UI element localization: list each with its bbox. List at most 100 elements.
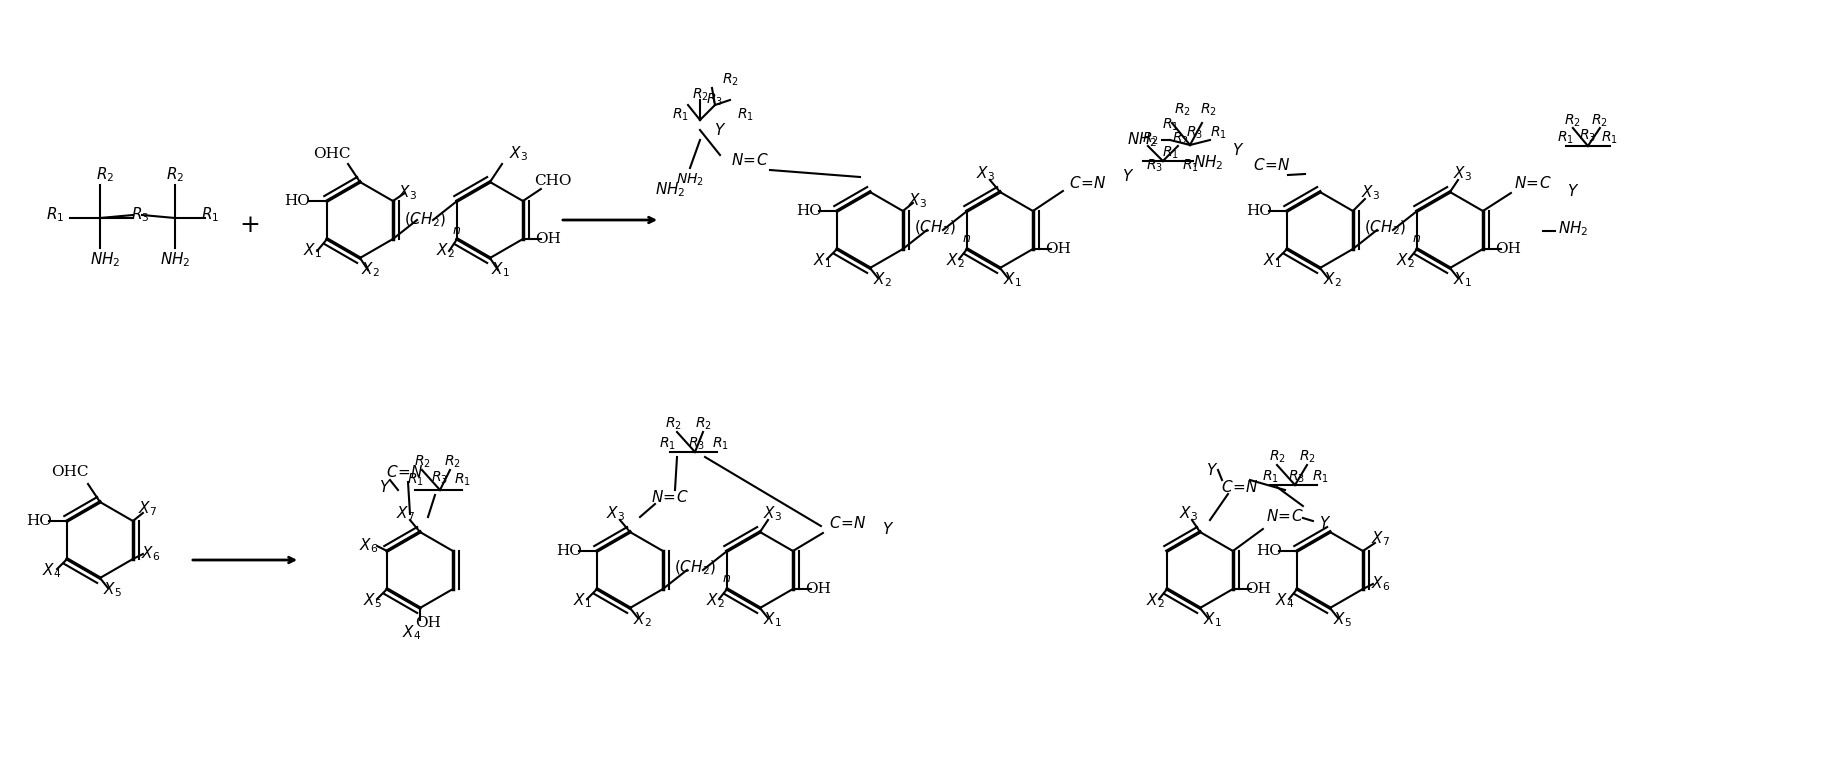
- Text: $X_7$: $X_7$: [396, 505, 415, 523]
- Text: OH: OH: [805, 582, 831, 596]
- Text: $X_1$: $X_1$: [1203, 611, 1222, 630]
- Text: $R_2$: $R_2$: [413, 454, 431, 471]
- Text: OH: OH: [1495, 242, 1520, 256]
- Text: $R_2$: $R_2$: [1143, 131, 1159, 147]
- Text: $NH_2$: $NH_2$: [90, 251, 120, 269]
- Text: $X_3$: $X_3$: [509, 145, 527, 164]
- Text: $X_2$: $X_2$: [1323, 271, 1342, 290]
- Text: $X_2$: $X_2$: [435, 242, 455, 261]
- Text: OH: OH: [1246, 582, 1272, 596]
- Text: $C\!=\!N$: $C\!=\!N$: [387, 464, 424, 480]
- Text: $X_3$: $X_3$: [1178, 505, 1198, 523]
- Text: $R_2$: $R_2$: [1172, 131, 1189, 147]
- Text: $C\!=\!N$: $C\!=\!N$: [829, 515, 866, 531]
- Text: $(CH_2)$: $(CH_2)$: [914, 218, 957, 237]
- Text: $R_2$: $R_2$: [1565, 113, 1581, 129]
- Text: $R_2$: $R_2$: [1299, 449, 1316, 465]
- Text: $X_6$: $X_6$: [142, 545, 160, 563]
- Text: $R_2$: $R_2$: [722, 72, 739, 88]
- Text: $X_3$: $X_3$: [398, 184, 417, 202]
- Text: $X_1$: $X_1$: [813, 251, 831, 270]
- Text: $X_1$: $X_1$: [763, 611, 781, 630]
- Text: $R_1$: $R_1$: [46, 206, 65, 225]
- Text: $X_1$: $X_1$: [490, 261, 509, 280]
- Text: $X_3$: $X_3$: [606, 505, 625, 523]
- Text: $R_2$: $R_2$: [695, 416, 711, 432]
- Text: $R_1$: $R_1$: [1602, 130, 1618, 146]
- Text: $X_2$: $X_2$: [1146, 592, 1165, 611]
- Text: $R_2$: $R_2$: [166, 166, 184, 184]
- Text: $Y$: $Y$: [380, 479, 391, 495]
- Text: $X_4$: $X_4$: [1275, 592, 1294, 611]
- Text: $C\!=\!N$: $C\!=\!N$: [1069, 175, 1106, 191]
- Text: $X_1$: $X_1$: [1003, 271, 1021, 290]
- Text: $N\!=\!C$: $N\!=\!C$: [1266, 508, 1303, 524]
- Text: $R_2$: $R_2$: [1268, 449, 1285, 465]
- Text: $R_2$: $R_2$: [1592, 113, 1609, 129]
- Text: $N\!=\!C$: $N\!=\!C$: [732, 152, 769, 168]
- Text: $R_1$: $R_1$: [1183, 158, 1200, 174]
- Text: $R_2$: $R_2$: [1174, 102, 1191, 118]
- Text: $R_1$: $R_1$: [1209, 124, 1226, 141]
- Text: $X_2$: $X_2$: [1395, 251, 1414, 270]
- Text: $R_1$: $R_1$: [711, 436, 728, 453]
- Text: $X_2$: $X_2$: [632, 611, 651, 630]
- Text: $NH_2$: $NH_2$: [676, 171, 704, 188]
- Text: $Y$: $Y$: [1122, 168, 1133, 184]
- Text: $X_7$: $X_7$: [1371, 529, 1390, 548]
- Text: $X_3$: $X_3$: [909, 192, 927, 211]
- Text: $R_2$: $R_2$: [444, 454, 461, 471]
- Text: $X_3$: $X_3$: [1362, 184, 1380, 202]
- Text: $N\!=\!C$: $N\!=\!C$: [1513, 175, 1552, 191]
- Text: $n$: $n$: [1412, 232, 1421, 244]
- Text: $Y$: $Y$: [881, 521, 894, 537]
- Text: $R_1$: $R_1$: [201, 206, 219, 225]
- Text: OH: OH: [534, 232, 560, 246]
- Text: $R_3$: $R_3$: [689, 436, 706, 453]
- Text: $R_2$: $R_2$: [691, 87, 708, 103]
- Text: $R_1$: $R_1$: [1161, 117, 1178, 133]
- Text: $Y$: $Y$: [713, 122, 726, 138]
- Text: $X_6$: $X_6$: [359, 536, 378, 555]
- Text: HO: HO: [1257, 544, 1283, 558]
- Text: $X_4$: $X_4$: [402, 623, 422, 642]
- Text: $X_2$: $X_2$: [706, 592, 724, 611]
- Text: $R_1$: $R_1$: [658, 436, 675, 453]
- Text: $X_5$: $X_5$: [1332, 611, 1351, 630]
- Text: $X_4$: $X_4$: [42, 561, 61, 580]
- Text: OHC: OHC: [313, 147, 350, 161]
- Text: $(CH_2)$: $(CH_2)$: [675, 559, 715, 577]
- Text: +: +: [240, 214, 260, 236]
- Text: $X_1$: $X_1$: [1452, 271, 1471, 290]
- Text: $R_1$: $R_1$: [1262, 469, 1279, 485]
- Text: $C\!=\!N$: $C\!=\!N$: [1253, 157, 1290, 173]
- Text: $NH_2$: $NH_2$: [654, 181, 686, 200]
- Text: $R_1$: $R_1$: [1163, 145, 1180, 161]
- Text: OH: OH: [415, 616, 440, 630]
- Text: $N\!=\!C$: $N\!=\!C$: [651, 489, 689, 505]
- Text: $R_3$: $R_3$: [1146, 158, 1163, 174]
- Text: $R_3$: $R_3$: [1187, 124, 1203, 141]
- Text: HO: HO: [26, 514, 52, 528]
- Text: $NH_2$: $NH_2$: [1126, 131, 1157, 150]
- Text: CHO: CHO: [534, 174, 571, 188]
- Text: $Y$: $Y$: [1567, 183, 1579, 199]
- Text: $(CH_2)$: $(CH_2)$: [404, 211, 446, 229]
- Text: $(CH_2)$: $(CH_2)$: [1364, 218, 1406, 237]
- Text: $R_1$: $R_1$: [671, 106, 689, 123]
- Text: $X_3$: $X_3$: [975, 164, 995, 183]
- Text: $R_3$: $R_3$: [1579, 128, 1596, 144]
- Text: $X_2$: $X_2$: [361, 261, 380, 280]
- Text: $R_1$: $R_1$: [407, 472, 424, 488]
- Text: $n$: $n$: [453, 223, 461, 236]
- Text: $X_3$: $X_3$: [1452, 164, 1471, 183]
- Text: $X_3$: $X_3$: [763, 505, 781, 523]
- Text: $R_3$: $R_3$: [1288, 469, 1305, 485]
- Text: $R_2$: $R_2$: [1200, 102, 1216, 118]
- Text: $NH_2$: $NH_2$: [1557, 220, 1589, 238]
- Text: $R_1$: $R_1$: [737, 106, 754, 123]
- Text: $NH_2$: $NH_2$: [160, 251, 190, 269]
- Text: $R_3$: $R_3$: [706, 92, 724, 108]
- Text: $R_1$: $R_1$: [1557, 130, 1574, 146]
- Text: OHC: OHC: [52, 465, 88, 479]
